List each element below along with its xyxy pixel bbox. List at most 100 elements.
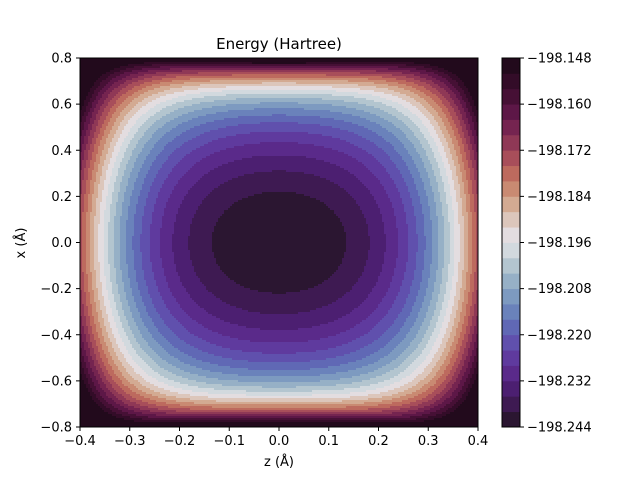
- contour-cell: [350, 102, 353, 105]
- contour-cell: [446, 94, 449, 97]
- contour-cell: [290, 68, 293, 71]
- contour-cell: [352, 98, 355, 101]
- contour-cell: [140, 76, 143, 79]
- contour-cell: [406, 104, 409, 107]
- contour-cell: [390, 98, 393, 101]
- contour-cell: [358, 76, 361, 79]
- contour-cell: [264, 64, 267, 67]
- contour-cell: [110, 82, 113, 85]
- contour-cell: [280, 102, 283, 105]
- contour-cell: [184, 92, 187, 95]
- contour-cell: [228, 88, 231, 91]
- contour-cell: [464, 60, 467, 63]
- contour-cell: [372, 98, 375, 101]
- contour-cell: [192, 80, 195, 83]
- contour-cell: [422, 102, 425, 105]
- contour-cell: [120, 90, 123, 93]
- contour-cell: [476, 62, 478, 65]
- contour-cell: [228, 78, 231, 81]
- contour-cell: [420, 62, 423, 65]
- contour-cell: [266, 58, 269, 61]
- contour-cell: [452, 82, 455, 85]
- contour-cell: [432, 76, 435, 79]
- contour-cell: [372, 72, 375, 75]
- contour-cell: [236, 82, 239, 85]
- contour-cell: [240, 92, 243, 95]
- contour-cell: [182, 72, 185, 75]
- contour-cell: [344, 94, 347, 97]
- contour-cell: [426, 106, 429, 109]
- contour-cell: [168, 86, 171, 89]
- contour-cell: [450, 82, 453, 85]
- contour-cell: [216, 84, 219, 87]
- contour-cell: [348, 84, 351, 87]
- contour-cell: [392, 100, 395, 103]
- contour-cell: [100, 104, 103, 107]
- contour-cell: [438, 62, 441, 65]
- contour-cell: [292, 74, 295, 77]
- contour-cell: [166, 72, 169, 75]
- contour-cell: [392, 68, 395, 71]
- contour-cell: [286, 84, 289, 87]
- contour-cell: [144, 100, 147, 103]
- contour-cell: [228, 62, 231, 65]
- contour-cell: [248, 104, 251, 107]
- contour-cell: [222, 82, 225, 85]
- contour-cell: [202, 58, 205, 61]
- contour-cell: [252, 68, 255, 71]
- contour-cell: [404, 102, 407, 105]
- contour-cell: [338, 74, 341, 77]
- contour-cell: [164, 104, 167, 107]
- contour-cell: [188, 58, 191, 61]
- contour-cell: [422, 78, 425, 81]
- contour-cell: [260, 66, 263, 69]
- contour-cell: [332, 64, 335, 67]
- contour-cell: [410, 96, 413, 99]
- contour-cell: [374, 62, 377, 65]
- contour-cell: [122, 80, 125, 83]
- contour-cell: [252, 60, 255, 63]
- contour-cell: [380, 100, 383, 103]
- contour-cell: [382, 86, 385, 89]
- contour-cell: [294, 100, 297, 103]
- contour-cell: [436, 98, 439, 101]
- contour-cell: [326, 68, 329, 71]
- contour-cell: [416, 98, 419, 101]
- contour-cell: [376, 86, 379, 89]
- contour-cell: [304, 76, 307, 79]
- contour-cell: [418, 72, 421, 75]
- contour-cell: [310, 106, 313, 109]
- contour-cell: [364, 100, 367, 103]
- contour-cell: [234, 64, 237, 67]
- contour-cell: [344, 80, 347, 83]
- contour-cell: [430, 60, 433, 63]
- contour-cell: [156, 70, 159, 73]
- contour-cell: [380, 74, 383, 77]
- contour-cell: [252, 86, 255, 89]
- contour-cell: [254, 64, 257, 67]
- contour-cell: [308, 84, 311, 87]
- contour-cell: [446, 86, 449, 89]
- contour-cell: [306, 90, 309, 93]
- contour-cell: [460, 70, 463, 73]
- contour-cell: [436, 58, 439, 61]
- contour-cell: [450, 86, 453, 89]
- contour-cell: [460, 80, 463, 83]
- contour-cell: [156, 80, 159, 83]
- contour-cell: [142, 82, 145, 85]
- contour-cell: [168, 92, 171, 95]
- contour-cell: [146, 102, 149, 105]
- contour-cell: [128, 106, 131, 109]
- contour-cell: [84, 98, 87, 101]
- contour-cell: [270, 78, 273, 81]
- contour-cell: [254, 60, 257, 63]
- contour-cell: [80, 66, 83, 69]
- contour-cell: [410, 86, 413, 89]
- contour-cell: [248, 102, 251, 105]
- contour-cell: [308, 70, 311, 73]
- contour-cell: [196, 74, 199, 77]
- contour-cell: [174, 84, 177, 87]
- contour-cell: [162, 96, 165, 99]
- contour-cell: [464, 96, 467, 99]
- contour-cell: [378, 68, 381, 71]
